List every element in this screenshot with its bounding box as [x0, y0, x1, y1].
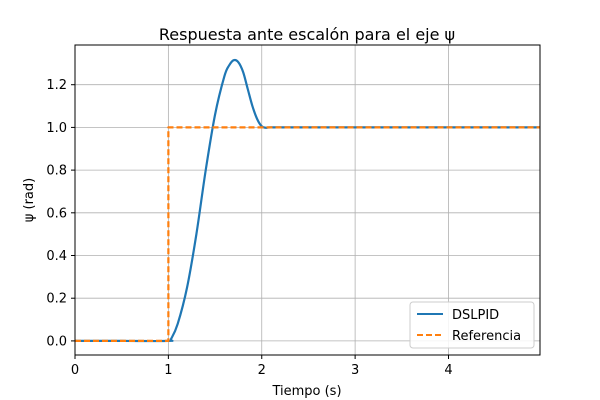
x-tick-label: 4 — [444, 363, 452, 378]
y-tick-label: 1.2 — [46, 78, 67, 93]
legend-label-referencia: Referencia — [452, 329, 521, 344]
y-tick-label: 0.4 — [46, 249, 67, 264]
x-axis-label: Tiempo (s) — [271, 384, 341, 399]
chart-title: Respuesta ante escalón para el eje ψ — [159, 25, 455, 44]
y-tick-label: 1.0 — [46, 121, 67, 136]
legend: DSLPID Referencia — [409, 301, 535, 349]
y-axis-label: ψ (rad) — [22, 178, 37, 222]
plot-frame — [74, 44, 541, 356]
x-tick-label: 0 — [71, 363, 79, 378]
series-lines — [75, 58, 540, 343]
x-tick-label: 1 — [164, 363, 172, 378]
y-tick-label: 0.0 — [46, 334, 67, 349]
x-tick-label: 3 — [351, 363, 359, 378]
y-tick-label: 0.8 — [46, 164, 67, 179]
x-axis-ticks: 0 1 2 3 4 — [71, 355, 453, 378]
legend-label-dslpid: DSLPID — [452, 308, 499, 323]
y-axis-ticks: 0.0 0.2 0.4 0.6 0.8 1.0 1.2 — [46, 78, 75, 349]
y-tick-label: 0.2 — [46, 292, 67, 307]
x-tick-label: 2 — [258, 363, 266, 378]
y-tick-label: 0.6 — [46, 206, 67, 221]
series-line-referencia — [75, 126, 540, 343]
